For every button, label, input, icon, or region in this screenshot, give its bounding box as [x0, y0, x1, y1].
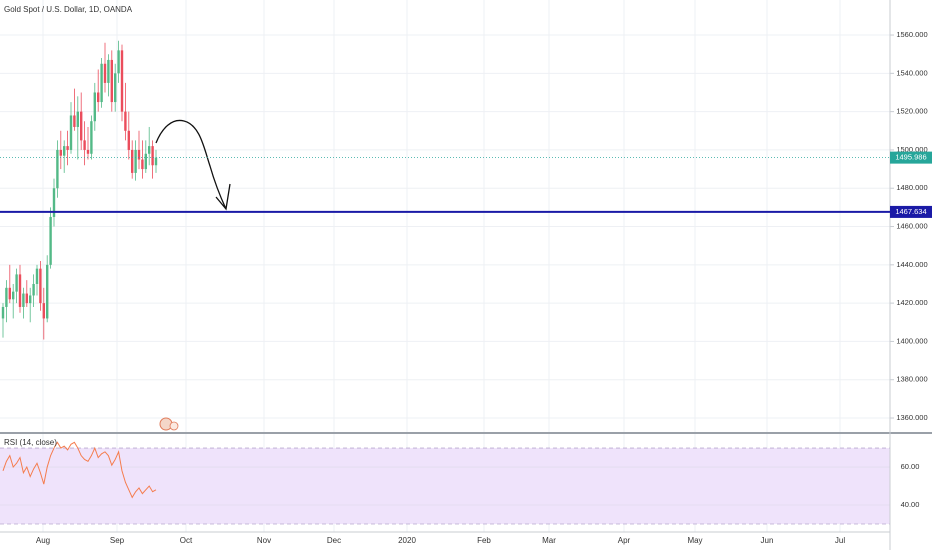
y-tick-label: 1360.000	[896, 413, 927, 422]
y-tick-label: 1540.000	[896, 68, 927, 77]
last-price-box	[890, 151, 932, 164]
candle-body	[35, 268, 39, 284]
drawn-arrow	[155, 119, 231, 211]
event-icon	[159, 417, 179, 431]
y-tick-label: 1420.000	[896, 298, 927, 307]
x-tick-label: Nov	[257, 536, 271, 545]
candle-body	[154, 157, 158, 166]
y-tick-label: 1500.000	[896, 145, 927, 154]
candle-body	[144, 153, 147, 170]
candle-body	[137, 149, 141, 160]
event-badge	[169, 421, 179, 431]
candle-body	[103, 63, 107, 83]
candle-body	[29, 295, 32, 304]
candle-body	[148, 146, 151, 154]
x-tick-label: Jun	[761, 536, 774, 545]
candle-body	[120, 50, 124, 112]
candle-body	[100, 63, 103, 103]
candle-body	[1, 306, 5, 319]
indicator-band	[0, 448, 890, 525]
candle-body	[107, 59, 110, 83]
x-tick-label: May	[687, 536, 702, 545]
x-tick-label: Jul	[835, 536, 845, 545]
grid	[0, 0, 890, 532]
candle-body	[134, 149, 137, 173]
x-tick-label: Oct	[180, 536, 193, 545]
candle-body	[56, 149, 59, 189]
candle-body	[110, 59, 113, 103]
x-tick-label: Mar	[542, 536, 556, 545]
candle-body	[25, 293, 28, 304]
x-tick-label: Sep	[110, 536, 125, 545]
price-label-box	[890, 205, 932, 218]
candle-body	[124, 111, 127, 131]
chart-title: Gold Spot / U.S. Dollar, 1D, OANDA	[4, 5, 133, 14]
candle-body	[39, 268, 42, 304]
candle-body	[59, 149, 62, 156]
candle-body	[46, 264, 49, 319]
candle-body	[86, 149, 90, 154]
candle-body	[151, 146, 154, 166]
candle-body	[127, 130, 130, 150]
x-tick-label: Aug	[36, 536, 50, 545]
last-price-label: 1495.986	[895, 153, 926, 162]
candle-body	[69, 115, 73, 150]
indicator-line	[2, 441, 157, 499]
y-tick-label: 1520.000	[896, 107, 927, 116]
x-tick-label: Apr	[618, 536, 631, 545]
candle-body	[131, 149, 134, 173]
candle-body	[12, 291, 15, 300]
candle-body	[93, 92, 96, 122]
candle-body	[63, 146, 66, 156]
candle-body	[8, 287, 11, 300]
plot	[1, 40, 158, 499]
candle-body	[97, 92, 100, 103]
candle-body	[42, 303, 45, 319]
y-tick-label: 1460.000	[896, 222, 927, 231]
indicator-tick-label: 60.00	[901, 462, 920, 471]
indicator-tick-label: 40.00	[901, 500, 920, 509]
y-tick-label: 1380.000	[896, 375, 927, 384]
candle-body	[73, 115, 76, 127]
x-tick-label: 2020	[398, 536, 416, 545]
candle-body	[90, 121, 93, 154]
candle-body	[18, 274, 22, 307]
indicator-name: RSI (14, close)	[4, 438, 57, 447]
price-label: 1467.634	[895, 207, 926, 216]
candle-body	[22, 293, 25, 307]
y-tick-label: 1400.000	[896, 336, 927, 345]
candle-body	[15, 274, 18, 292]
x-tick-label: Dec	[327, 536, 341, 545]
candle-body	[80, 111, 83, 141]
candle-body	[49, 216, 52, 265]
candle-body	[117, 50, 120, 74]
candle-body	[5, 287, 8, 307]
candle-body	[141, 159, 144, 170]
candle-body	[76, 111, 79, 127]
candle-body	[83, 140, 86, 150]
candle-body	[114, 73, 117, 103]
candle-body	[52, 188, 56, 217]
candle-body	[32, 283, 35, 296]
y-tick-label: 1480.000	[896, 183, 927, 192]
y-tick-label: 1440.000	[896, 260, 927, 269]
y-tick-label: 1560.000	[896, 30, 927, 39]
candle-body	[66, 146, 69, 150]
x-tick-label: Feb	[477, 536, 491, 545]
